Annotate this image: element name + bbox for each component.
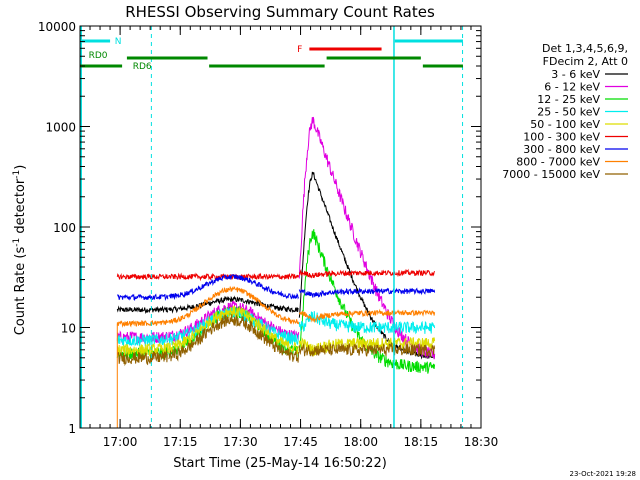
chart-title: RHESSI Observing Summary Count Rates [125, 3, 435, 21]
series-line-7 [168, 285, 299, 325]
y-tick-label: 10 [61, 322, 76, 336]
x-tick-label: 18:30 [464, 435, 499, 449]
series-line-0 [168, 295, 299, 314]
legend-entry-label: 50 - 100 keV [530, 118, 600, 131]
x-tick-label: 17:45 [283, 435, 318, 449]
y-axis-label: Count Rate (s-1 detector-1) [12, 165, 28, 336]
series-line-5 [298, 268, 436, 279]
series-line-6 [168, 273, 299, 301]
x-tick-label: 17:00 [103, 435, 138, 449]
legend-entry-label: 6 - 12 keV [544, 81, 600, 94]
series-line-6 [116, 293, 169, 302]
series-line-6 [298, 287, 436, 298]
series-line-1 [168, 300, 299, 343]
series-line-7 [298, 308, 436, 323]
flare-label: F [297, 45, 302, 55]
legend-entry-label: 100 - 300 keV [523, 131, 600, 144]
legend-entry-label: 300 - 800 keV [523, 143, 600, 156]
series-line-0 [116, 305, 169, 315]
series-line-3 [116, 332, 169, 347]
rd6-label: RD6 [133, 62, 152, 72]
legend-entry-label: 3 - 6 keV [551, 68, 600, 81]
legend-entry-label: 7000 - 15000 keV [502, 168, 600, 181]
rd0-label: RD0 [89, 51, 108, 61]
axes: 17:00 17:15 17:30 17:45 18:00 18:15 18:30 1 10 10… [38, 20, 498, 449]
y-tick-label: 10000 [38, 20, 76, 34]
y-tick-label: 1000 [45, 121, 76, 135]
series-line-4 [116, 342, 169, 357]
x-axis-label: Start Time (25-May-14 16:50:22) [173, 456, 387, 471]
x-tick-label: 18:00 [343, 435, 378, 449]
x-tick-label: 17:30 [223, 435, 258, 449]
legend-entry-label: 25 - 50 keV [537, 106, 600, 119]
y-tick-label: 1 [68, 422, 76, 436]
series-line-5 [116, 273, 169, 280]
series-line-8 [116, 350, 168, 367]
series-line-3 [168, 307, 299, 346]
series-line-7 [116, 319, 169, 328]
series-line-3 [298, 311, 436, 335]
x-tick-label: 17:15 [163, 435, 198, 449]
y-tick-label: 100 [53, 221, 76, 235]
series-line-8 [168, 314, 299, 363]
legend: Det 1,3,4,5,6,9, FDecim 2, Att 0 3 - 6 k… [502, 42, 628, 181]
legend-header-line-1: Det 1,3,4,5,6,9, [542, 42, 628, 55]
legend-header-line-2: FDecim 2, Att 0 [543, 55, 628, 68]
night-label: N [115, 37, 122, 47]
series-layer [116, 116, 436, 428]
generation-timestamp: 23-Oct-2021 19:28 [570, 470, 636, 478]
series-line-8 [298, 342, 436, 358]
x-tick-label: 18:15 [404, 435, 439, 449]
legend-entry-label: 12 - 25 keV [537, 93, 600, 106]
legend-entry-label: 800 - 7000 keV [516, 156, 600, 169]
